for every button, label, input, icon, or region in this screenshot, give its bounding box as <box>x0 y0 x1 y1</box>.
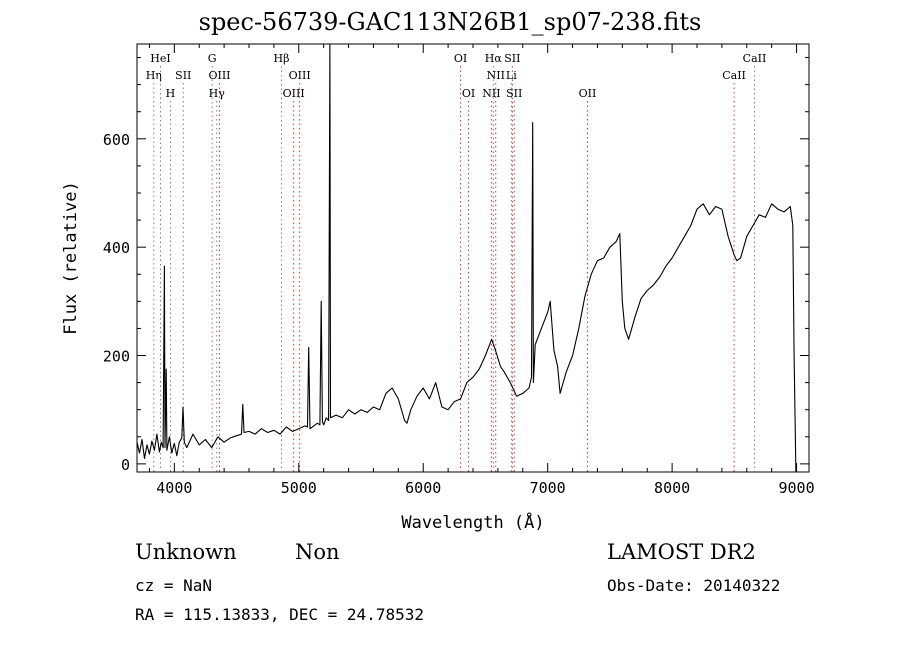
y-tick-label: 0 <box>121 456 130 474</box>
plot-frame <box>136 43 810 473</box>
chart-title: spec-56739-GAC113N26B1_sp07-238.fits <box>198 8 702 36</box>
spectral-line-label: OIII <box>289 69 311 82</box>
spectral-line-label: OIII <box>283 87 305 100</box>
spectral-line-label: HeI <box>150 52 170 65</box>
y-tick-label: 600 <box>103 131 130 149</box>
spectral-line-label: NII <box>482 87 500 100</box>
spectral-line-label: Hη <box>146 69 162 82</box>
spectral-line-label: SII <box>175 69 191 82</box>
y-tick-label: 200 <box>103 348 130 366</box>
x-tick-label: 4000 <box>156 479 192 497</box>
x-tick-label: 5000 <box>281 479 317 497</box>
spectrum-line <box>136 43 797 473</box>
redshift-cz: cz = NaN <box>135 576 213 595</box>
spectral-line-label: Hβ <box>274 52 290 65</box>
spectral-line-label: Li <box>506 69 517 82</box>
spectral-line-label: Hγ <box>209 87 226 100</box>
spectral-line-label: OI <box>454 52 467 65</box>
x-axis-label: Wavelength (Å) <box>401 511 544 533</box>
spectral-line-label: OII <box>579 87 597 100</box>
spectral-line-label: SII <box>504 52 520 65</box>
spectral-line-label: OI <box>462 87 475 100</box>
spectral-line-label: CaII <box>743 52 767 65</box>
object-class: Unknown <box>135 540 237 564</box>
axis-ticks: 4000 5000 6000 7000 8000 9000 0 200 400 600 <box>103 44 815 497</box>
spectral-line-label: SII <box>506 87 522 100</box>
ra-dec-coordinates: RA = 115.13833, DEC = 24.78532 <box>135 605 424 624</box>
x-tick-label: 6000 <box>405 479 441 497</box>
x-tick-label: 7000 <box>530 479 566 497</box>
object-subclass: Non <box>295 540 340 564</box>
observation-date: Obs-Date: 20140322 <box>607 576 781 595</box>
survey-name: LAMOST DR2 <box>607 540 756 564</box>
spectral-line-label: Hα <box>485 52 503 65</box>
spectral-line-label: G <box>208 52 217 65</box>
spectral-line-label: CaII <box>722 69 746 82</box>
spectral-line-label: OIII <box>208 69 230 82</box>
spectral-line-label: H <box>166 87 176 100</box>
x-tick-label: 8000 <box>654 479 690 497</box>
spectral-line-label: NII <box>487 69 505 82</box>
x-tick-label: 9000 <box>778 479 814 497</box>
y-axis-label: Flux (relative) <box>61 181 81 335</box>
y-tick-label: 400 <box>103 239 130 257</box>
